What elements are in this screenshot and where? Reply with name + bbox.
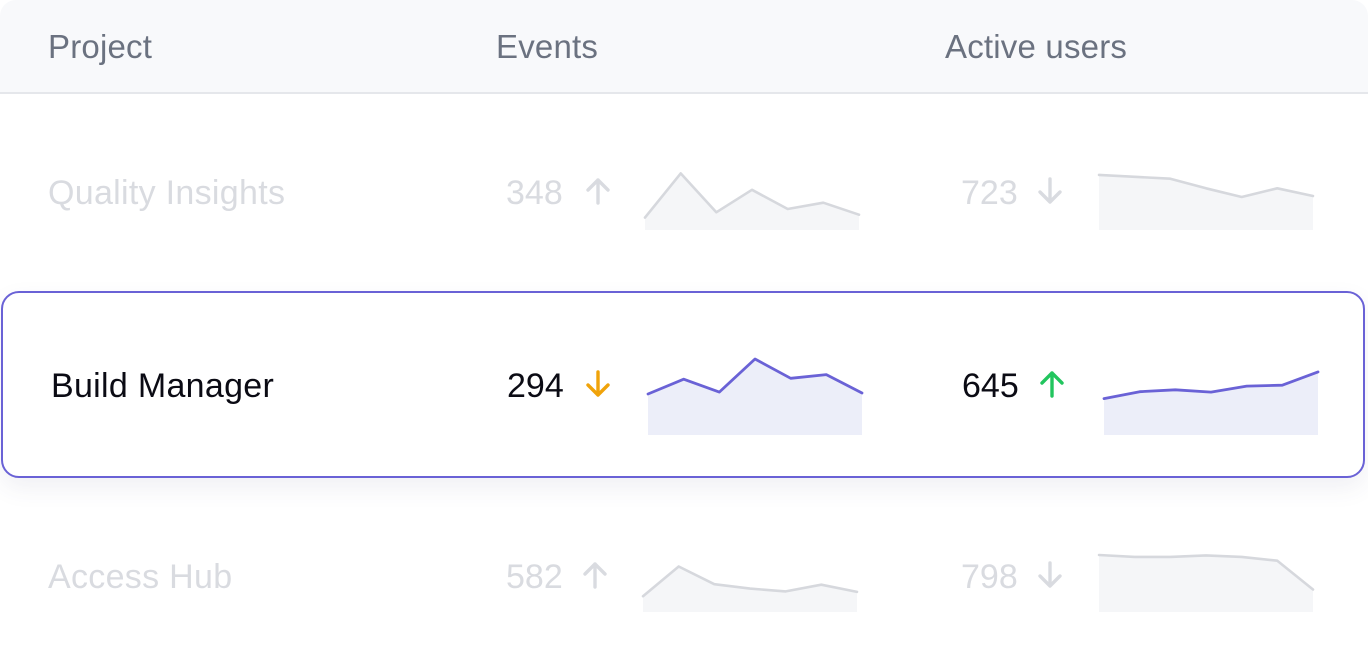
sparkline-line	[643, 172, 861, 219]
sparkline-line	[641, 565, 859, 598]
table-header: Project Events Active users	[0, 0, 1368, 94]
sparkline-area	[645, 173, 859, 230]
sparkline-line	[1097, 553, 1315, 591]
arrow-glyph	[586, 370, 610, 397]
active-users-value: 723	[961, 174, 1018, 212]
events-value: 348	[506, 174, 563, 212]
arrow-up-icon	[586, 178, 610, 205]
sparkline-area	[1104, 371, 1318, 435]
sparkline-area	[648, 359, 862, 435]
column-header-project[interactable]: Project	[48, 28, 153, 65]
events-value: 582	[506, 558, 563, 596]
arrow-down-icon	[1038, 177, 1062, 204]
arrow-glyph	[1038, 561, 1062, 588]
table-row[interactable]: Access Hub 582 798	[0, 482, 1368, 672]
arrow-glyph	[1040, 371, 1064, 398]
active-users-value: 798	[961, 558, 1018, 596]
sparkline-line	[646, 357, 864, 396]
project-name: Access Hub	[48, 558, 233, 596]
arrow-up-icon	[583, 562, 607, 589]
table-row-selected[interactable]: Build Manager 294 645	[1, 291, 1365, 478]
events-sparkline	[641, 565, 859, 612]
arrow-glyph	[583, 562, 607, 589]
sparkline-area	[1099, 555, 1313, 612]
events-value: 294	[507, 367, 564, 405]
active-users-sparkline	[1102, 370, 1320, 435]
project-name: Build Manager	[51, 367, 275, 405]
sparkline-line	[1102, 370, 1320, 400]
project-name: Quality Insights	[48, 174, 286, 212]
events-sparkline	[646, 357, 864, 435]
column-header-active-users[interactable]: Active users	[945, 28, 1128, 65]
column-header-events[interactable]: Events	[496, 28, 599, 65]
arrow-down-icon	[1038, 561, 1062, 588]
active-users-value: 645	[962, 367, 1019, 405]
sparkline-line	[1097, 173, 1315, 199]
arrow-glyph	[1038, 177, 1062, 204]
table-row[interactable]: Quality Insights 348 723	[0, 98, 1368, 288]
active-users-sparkline	[1097, 173, 1315, 230]
arrow-down-icon	[586, 370, 610, 397]
arrow-up-icon	[1040, 371, 1064, 398]
active-users-sparkline	[1097, 553, 1315, 612]
arrow-glyph	[586, 178, 610, 205]
sparkline-area	[1099, 174, 1313, 230]
events-sparkline	[643, 172, 861, 230]
